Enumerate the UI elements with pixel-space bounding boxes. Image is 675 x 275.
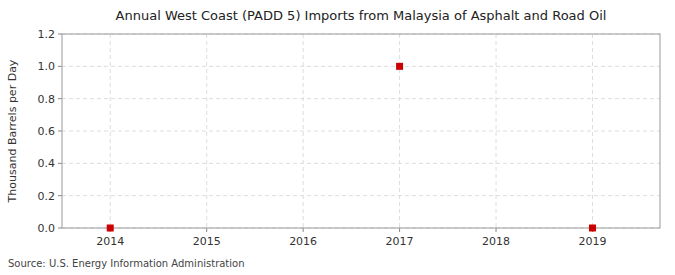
tick xyxy=(58,163,62,164)
tick-label: 0.4 xyxy=(38,157,56,170)
tick xyxy=(206,228,207,232)
tick-label: 1.2 xyxy=(38,28,56,41)
tick-label: 2015 xyxy=(193,235,221,248)
tick-label: 2016 xyxy=(289,235,317,248)
grid-line xyxy=(592,34,593,228)
grid-line xyxy=(62,163,660,164)
tick xyxy=(58,98,62,99)
title: Annual West Coast (PADD 5) Imports from … xyxy=(116,8,607,23)
point xyxy=(107,225,114,232)
grid-line xyxy=(62,131,660,132)
tick-label: 0.2 xyxy=(38,190,56,203)
grid-line xyxy=(62,195,660,196)
tick xyxy=(58,131,62,132)
point xyxy=(396,63,403,70)
tick xyxy=(58,228,62,229)
grid xyxy=(62,34,660,228)
tick xyxy=(496,228,497,232)
tick-label: 1.0 xyxy=(38,60,56,73)
tick-label: 0.8 xyxy=(38,93,56,106)
tick-label: 2017 xyxy=(386,235,414,248)
y-axis-label: Thousand Barrels per Day xyxy=(6,59,19,203)
grid-line xyxy=(496,34,497,228)
source-note: Source: U.S. Energy Information Administ… xyxy=(8,258,245,269)
tick-label: 2018 xyxy=(482,235,510,248)
chart: Annual West Coast (PADD 5) Imports from … xyxy=(0,0,675,275)
tick xyxy=(58,66,62,67)
tick-label: 2014 xyxy=(96,235,124,248)
points xyxy=(107,63,596,232)
tick xyxy=(58,34,62,35)
tick-label: 2019 xyxy=(578,235,606,248)
grid-line xyxy=(206,34,207,228)
grid-line xyxy=(62,98,660,99)
point xyxy=(589,225,596,232)
tick xyxy=(303,228,304,232)
plot-frame xyxy=(62,34,660,228)
tick-label: 0.0 xyxy=(38,222,56,235)
tick-label: 0.6 xyxy=(38,125,56,138)
grid-line xyxy=(303,34,304,228)
tick xyxy=(58,195,62,196)
grid-line xyxy=(110,34,111,228)
tick xyxy=(399,228,400,232)
grid-line xyxy=(62,66,660,67)
